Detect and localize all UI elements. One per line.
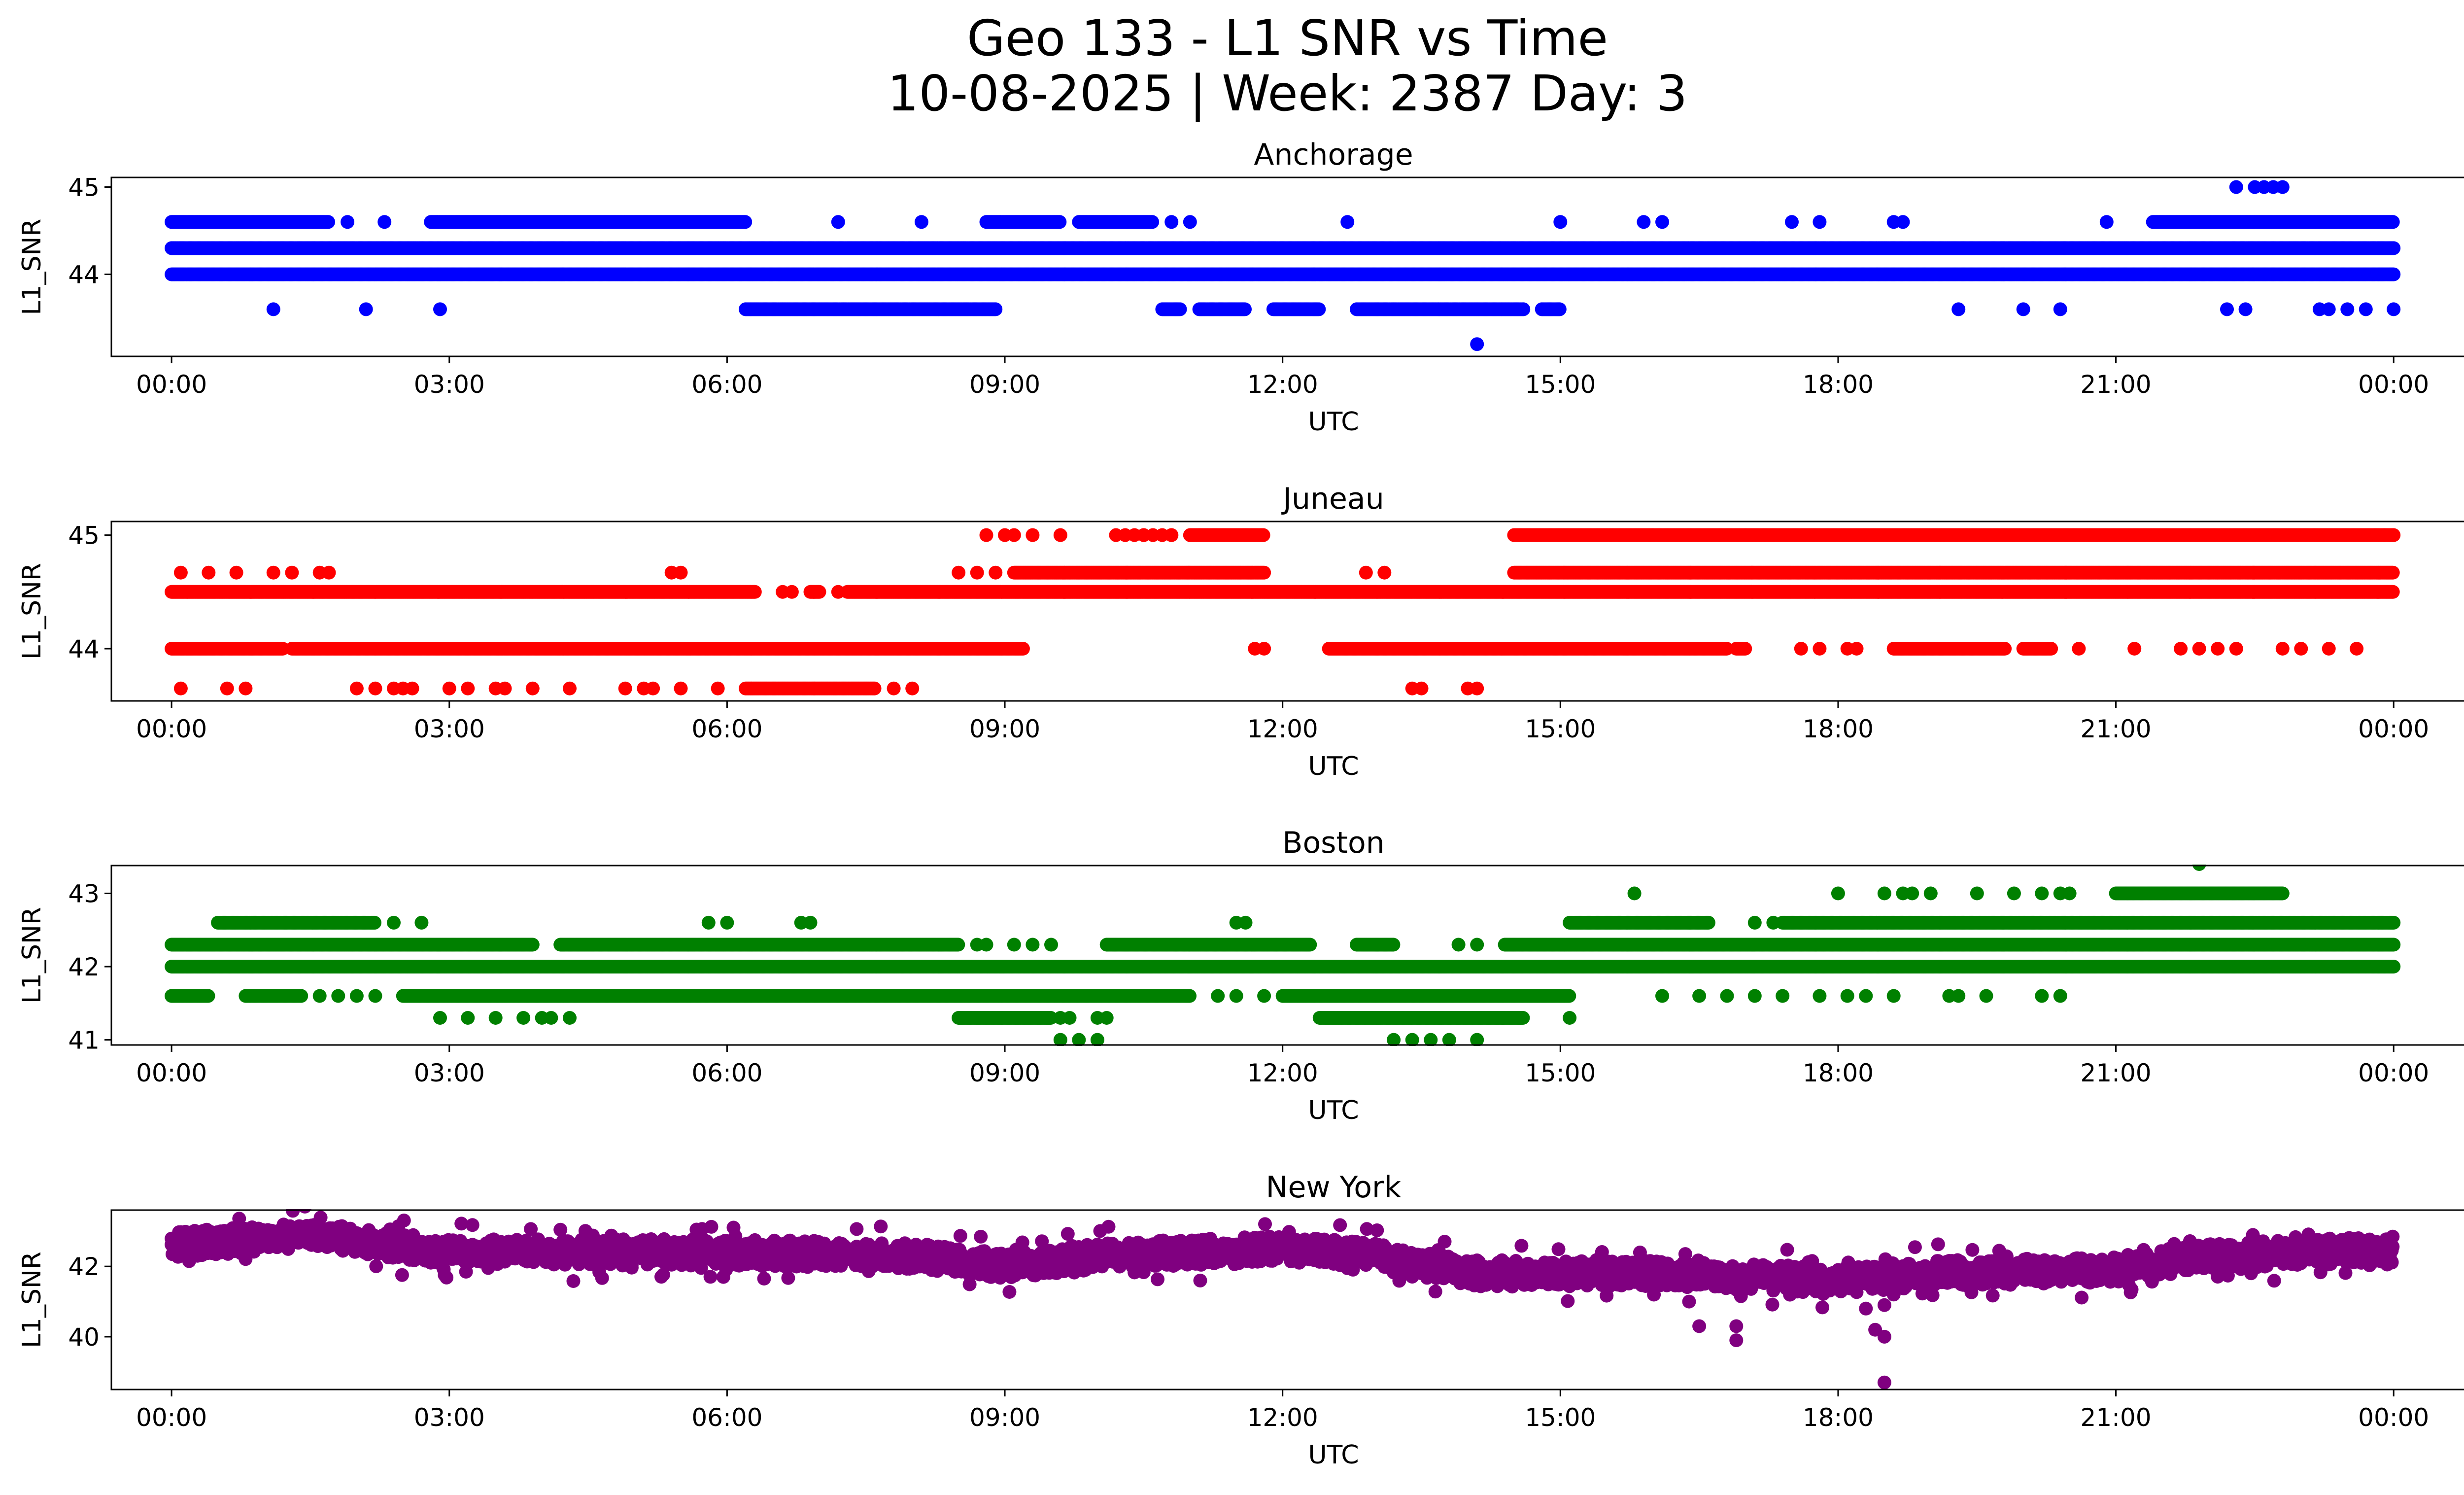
data-point [321, 215, 335, 229]
data-point [341, 215, 355, 229]
data-point [1655, 215, 1669, 229]
data-point [377, 215, 392, 229]
data-point [1785, 215, 1799, 229]
data-point [2099, 215, 2114, 229]
data-point [1813, 215, 1827, 229]
data-point [2387, 241, 2401, 255]
data-point [1340, 215, 1355, 229]
data-point [1183, 215, 1197, 229]
data-point [738, 215, 753, 229]
data-point [2229, 180, 2243, 194]
data-point [1896, 215, 1910, 229]
data-point [1553, 215, 1568, 229]
data-point [914, 215, 928, 229]
scatter-points [165, 180, 2401, 351]
data-point [1145, 215, 1160, 229]
data-point [1164, 215, 1179, 229]
data-point [2387, 267, 2401, 281]
figure-title-line2: 10-08-2025 | Week: 2387 Day: 3 [0, 66, 2464, 121]
data-point [1053, 215, 1067, 229]
data-point [2275, 180, 2290, 194]
data-point [1637, 215, 1651, 229]
figure-title: Geo 133 - L1 SNR vs Time 10-08-2025 | We… [0, 11, 2464, 121]
data-point [2386, 215, 2400, 229]
data-point [831, 215, 845, 229]
figure-title-line1: Geo 133 - L1 SNR vs Time [0, 11, 2464, 66]
